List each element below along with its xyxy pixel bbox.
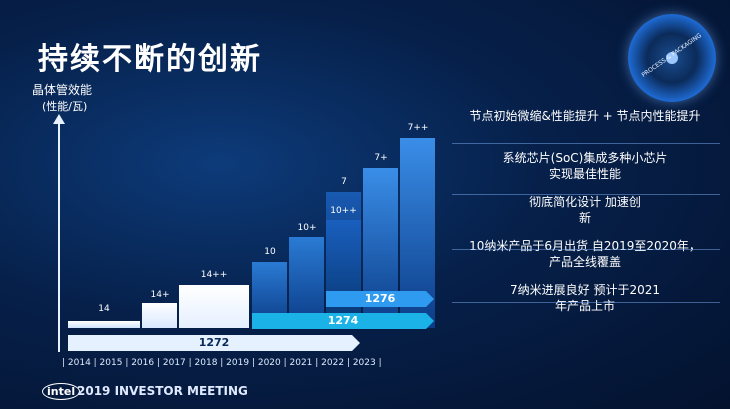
note-3: 彻底简化设计 加速创新: [529, 195, 641, 225]
bar-10plus: [289, 237, 324, 328]
bar-14plusplus: [179, 285, 249, 328]
note-2: 系统芯片(SoC)集成多种小芯片 实现最佳性能: [502, 151, 668, 181]
bar-label-10: 10: [264, 247, 276, 257]
badge-text: PROCESS & PACKAGING: [640, 32, 703, 79]
process-packaging-badge-icon: PROCESS & PACKAGING: [628, 14, 716, 102]
y-axis-title: 晶体管效能: [32, 83, 93, 97]
bar-label-7: 7: [341, 177, 347, 187]
roadmap-label-1274: 1274: [327, 314, 359, 327]
note-5: 7纳米进展良好 预计于2021年产品上市: [510, 283, 660, 313]
bar-inner-label-10plusplus: 10++: [330, 206, 357, 216]
divider-1: [452, 143, 720, 144]
note-4: 10纳米产品于6月出货 自2019至2020年，产品全线覆盖: [469, 239, 701, 269]
divider-3: [452, 249, 720, 250]
bar-14: [68, 321, 140, 328]
bar-label-14plus: 14+: [150, 290, 170, 300]
y-axis-line: [58, 122, 60, 352]
slide-title: 持续不断的创新: [38, 42, 262, 77]
y-axis-subtitle: (性能/瓦): [42, 99, 88, 113]
roadmap-1276: 1276: [326, 291, 434, 307]
roadmap-1272: 1272: [68, 335, 360, 351]
event-title: 2019 INVESTOR MEETING: [77, 384, 248, 398]
bar-label-14: 14: [98, 304, 110, 314]
bar-label-14plusplus: 14++: [200, 270, 228, 280]
divider-2: [452, 194, 720, 195]
divider-4: [452, 302, 720, 303]
bar-label-10plus: 10+: [297, 223, 317, 233]
feature-list: 节点初始微缩&性能提升 + 节点内性能提升 系统芯片(SoC)集成多种小芯片 实…: [445, 108, 725, 326]
bar-label-7plus: 7+: [374, 153, 388, 163]
y-axis-arrow-icon: [53, 114, 65, 124]
roadmap-1274: 1274: [252, 313, 434, 329]
year-axis: | 2014 | 2015 | 2016 | 2017 | 2018 | 201…: [62, 358, 382, 368]
intel-logo-icon: intel: [42, 383, 81, 400]
bar-label-7plusplus: 7++: [407, 123, 429, 133]
roadmap-label-1276: 1276: [364, 292, 396, 305]
y-axis-label: 晶体管效能 (性能/瓦): [32, 82, 92, 114]
note-1: 节点初始微缩&性能提升 + 节点内性能提升: [469, 109, 701, 123]
bar-14plus: [142, 303, 177, 328]
roadmap-label-1272: 1272: [198, 336, 230, 349]
